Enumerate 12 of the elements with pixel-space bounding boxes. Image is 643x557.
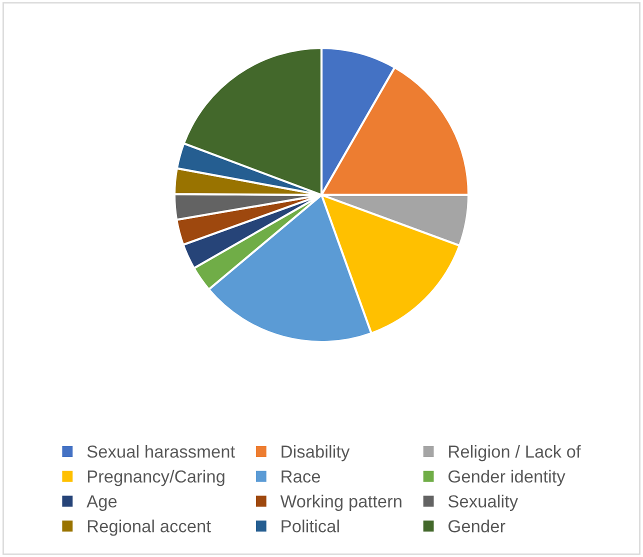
legend-label: Sexual harassment (87, 445, 235, 458)
legend-label: Race (282, 470, 320, 483)
legend-label: Age (86, 495, 117, 511)
legend-label: Gender identity (448, 470, 566, 486)
legend-label: Working pattern (280, 494, 402, 511)
legend-label: Disability (282, 445, 350, 462)
legend-label: Sexuality (448, 494, 518, 511)
legend-label: Religion / Lack of (449, 445, 581, 462)
legend-label: Political (282, 520, 339, 532)
legend-label: Pregnancy/Caring (88, 470, 224, 486)
legend-label: Regional accent (88, 520, 211, 536)
legend-label: Gender (448, 520, 506, 532)
